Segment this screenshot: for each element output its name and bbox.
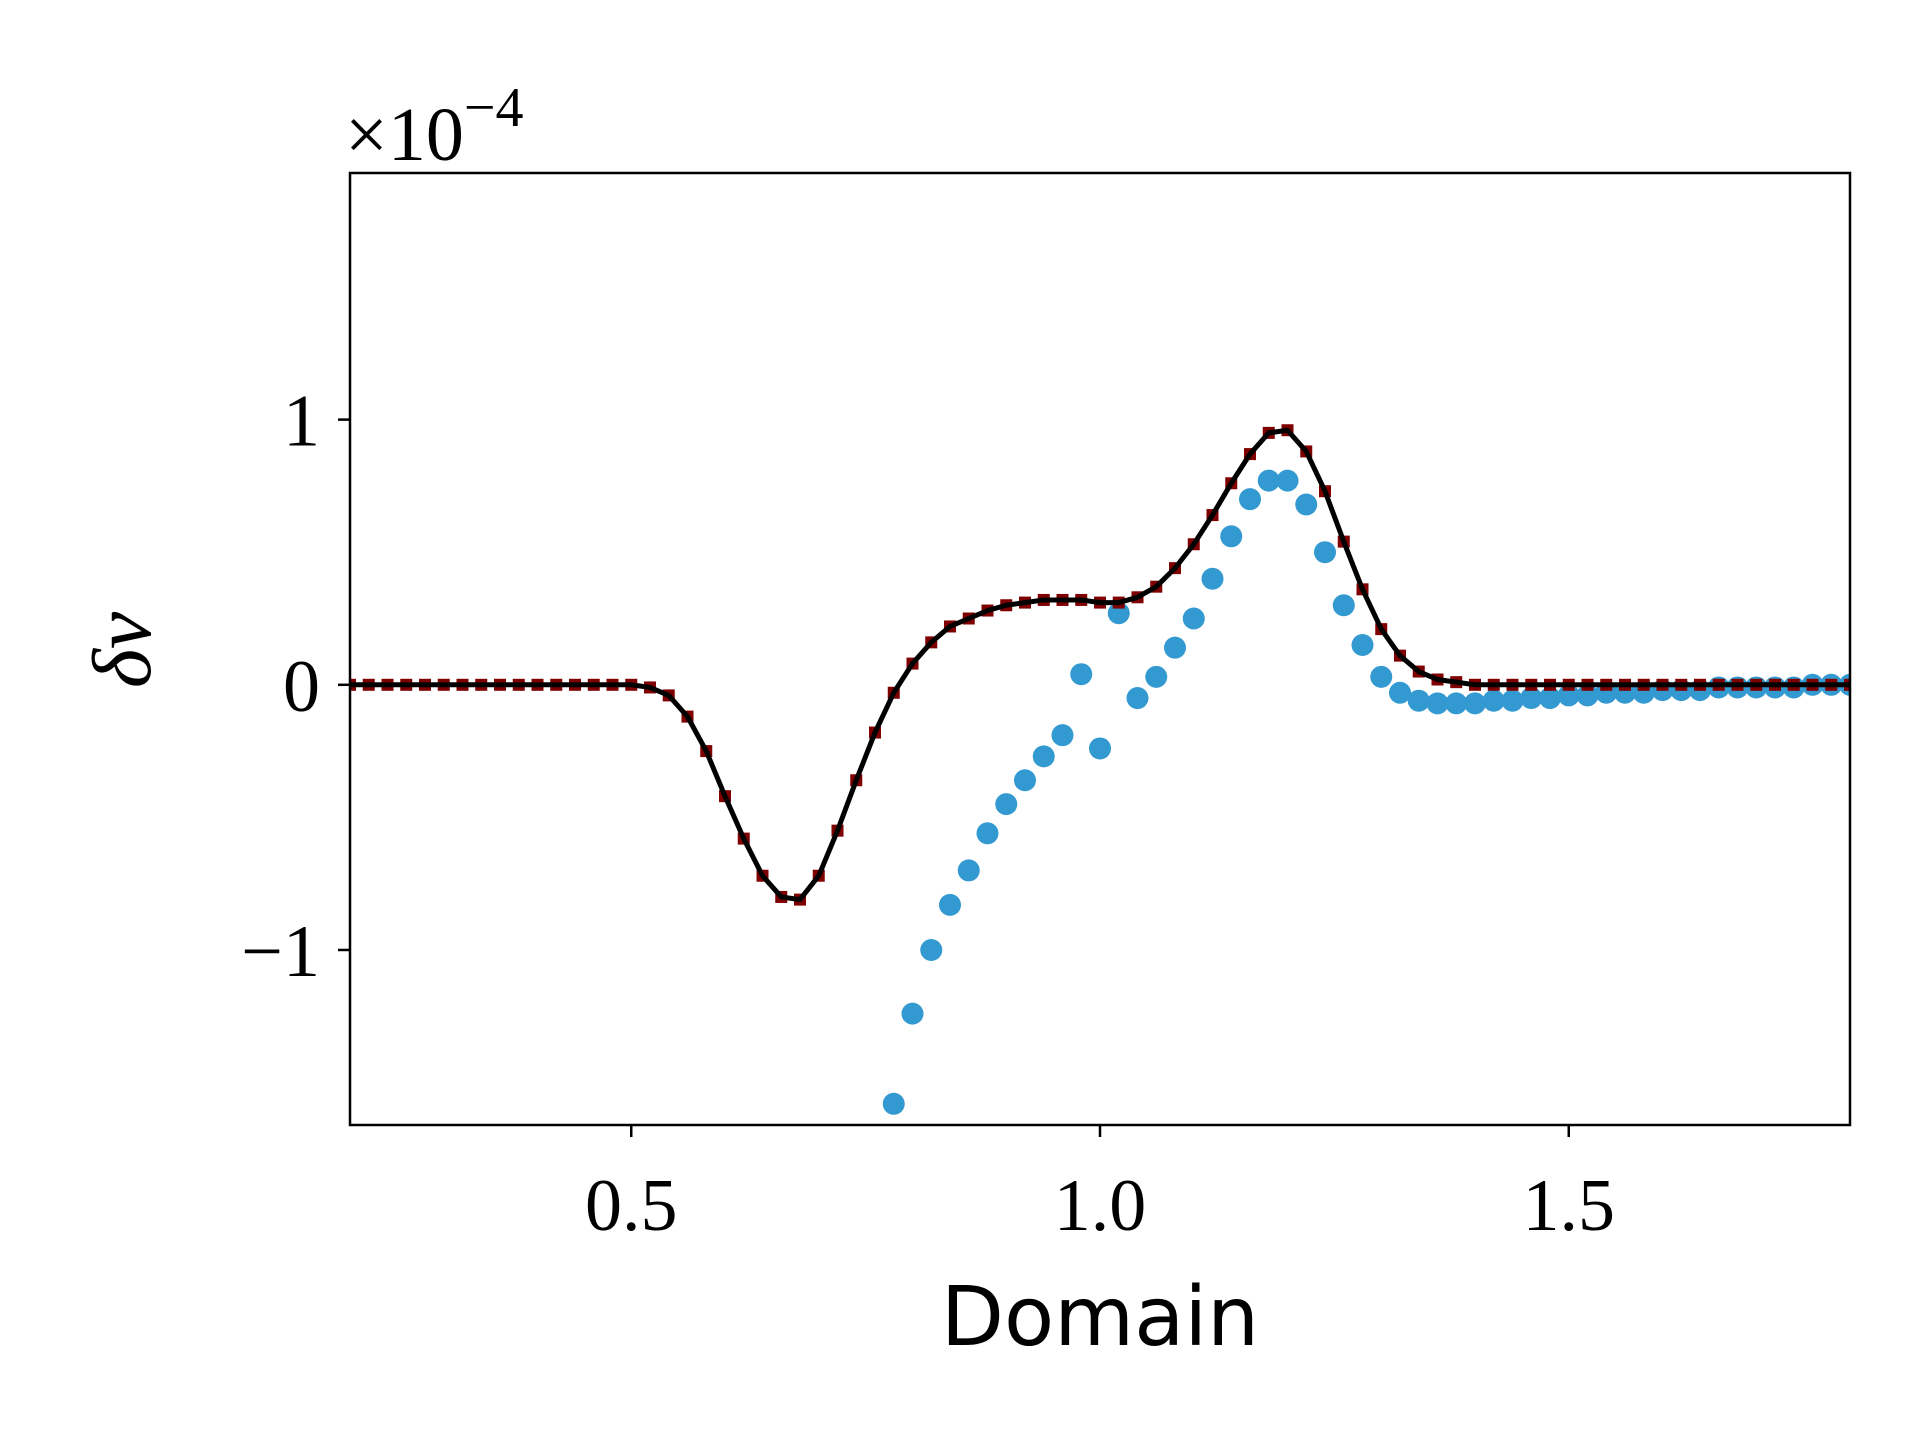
line-series: [350, 427, 1850, 903]
circle-marker: [1501, 689, 1524, 712]
y-axis-label: δv: [76, 611, 169, 688]
x-axis-label: Domain: [941, 1270, 1259, 1365]
plot-area: [350, 424, 1850, 1115]
y-tick-label: 1: [283, 381, 320, 463]
x-tick-label: 1.0: [1054, 1165, 1147, 1247]
circle-marker: [976, 822, 999, 845]
y-offset-exponent: −4: [464, 77, 524, 139]
circle-marker: [1257, 469, 1280, 492]
circle-marker: [1014, 769, 1036, 792]
circle-marker: [1539, 687, 1561, 710]
circle-marker: [1295, 493, 1318, 516]
circle-marker: [939, 893, 961, 916]
circle-marker: [1520, 687, 1543, 710]
plot-frame: [348, 171, 1852, 1127]
circle-marker: [1464, 692, 1486, 715]
y-tick-label: 0: [283, 646, 320, 728]
circle-marker: [1201, 567, 1224, 590]
circle-marker: [920, 938, 943, 961]
circle-marker: [1314, 541, 1336, 564]
y-tick-label: −1: [241, 911, 320, 993]
circle-marker: [1126, 687, 1149, 710]
circle-marker: [1182, 607, 1205, 630]
circle-marker: [1089, 737, 1111, 760]
circle-marker: [1389, 681, 1411, 704]
y-offset-base: ×10: [345, 93, 464, 177]
x-tick-label: 1.5: [1523, 1165, 1616, 1247]
y-offset-text: ×10−4: [345, 77, 523, 177]
circle-marker: [995, 793, 1018, 816]
circle-marker: [1220, 525, 1243, 548]
circle-marker: [1145, 665, 1168, 688]
circle-marker: [1482, 689, 1505, 712]
circle-marker: [901, 1002, 924, 1025]
circle-marker: [1426, 692, 1449, 715]
circle-marker: [1332, 594, 1355, 617]
circle-marker: [882, 1092, 905, 1115]
circle-marker: [1351, 634, 1374, 657]
circle-marker: [1164, 636, 1186, 659]
circle-marker: [957, 859, 980, 882]
circle-marker: [1070, 663, 1093, 686]
circle-marker: [1407, 689, 1430, 712]
circle-marker: [1239, 488, 1261, 511]
circle-marker: [1370, 665, 1393, 688]
circle-marker: [1032, 745, 1055, 768]
x-tick-label: 0.5: [585, 1165, 678, 1247]
circle-marker: [1051, 724, 1074, 747]
circle-marker: [1276, 469, 1299, 492]
circle-marker: [1445, 692, 1468, 715]
